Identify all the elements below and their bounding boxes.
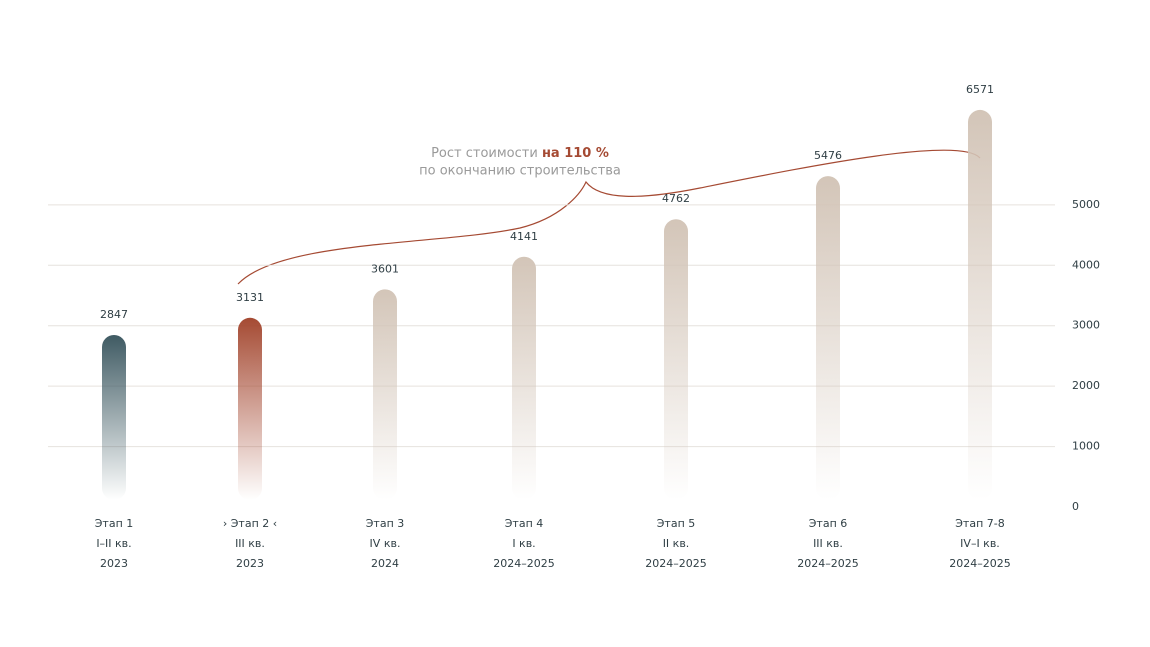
- y-tick-label: 4000: [1072, 258, 1100, 271]
- bar: [512, 256, 536, 500]
- x-tick-label: Этап 5: [657, 517, 696, 530]
- value-label: 4762: [662, 192, 690, 205]
- annotation: Рост стоимости на 110 %: [431, 146, 609, 161]
- x-quarter-label: I–II кв.: [96, 537, 131, 550]
- x-quarter-label: IV кв.: [370, 537, 401, 550]
- value-label: 3131: [236, 291, 264, 304]
- x-quarter-label: IV–I кв.: [960, 537, 1000, 550]
- bar: [816, 176, 840, 500]
- bar: [664, 219, 688, 500]
- y-tick-label: 3000: [1072, 319, 1100, 332]
- annotation-text: Рост стоимости: [431, 146, 538, 161]
- x-tick-label: Этап 1: [95, 517, 134, 530]
- bar: [373, 289, 397, 500]
- x-quarter-label: II кв.: [663, 537, 690, 550]
- value-label: 2847: [100, 308, 128, 321]
- x-tick-label: Этап 7-8: [955, 517, 1004, 530]
- x-year-label: 2024–2025: [797, 557, 859, 570]
- x-year-label: 2023: [100, 557, 128, 570]
- x-tick-label: Этап 4: [505, 517, 544, 530]
- bar: [102, 334, 126, 500]
- bar: [238, 317, 262, 500]
- y-tick-label: 0: [1072, 500, 1079, 513]
- growth-brace: [237, 149, 981, 285]
- y-tick-label: 5000: [1072, 198, 1100, 211]
- x-quarter-label: III кв.: [813, 537, 843, 550]
- x-tick-label: › Этап 2 ‹: [223, 517, 277, 530]
- x-year-label: 2023: [236, 557, 264, 570]
- x-quarter-label: III кв.: [235, 537, 265, 550]
- annotation-highlight: на 110 %: [542, 146, 609, 161]
- value-label: 3601: [371, 262, 399, 275]
- bar: [968, 109, 992, 500]
- y-tick-label: 1000: [1072, 440, 1100, 453]
- annotation-line2: по окончанию строительства: [419, 164, 621, 179]
- x-quarter-label: I кв.: [512, 537, 535, 550]
- value-label: 5476: [814, 149, 842, 162]
- value-label: 4141: [510, 230, 538, 243]
- x-tick-label: Этап 6: [809, 517, 848, 530]
- y-tick-label: 2000: [1072, 379, 1100, 392]
- x-year-label: 2024–2025: [493, 557, 555, 570]
- x-tick-label: Этап 3: [366, 517, 405, 530]
- x-year-label: 2024–2025: [949, 557, 1011, 570]
- x-year-label: 2024–2025: [645, 557, 707, 570]
- x-year-label: 2024: [371, 557, 399, 570]
- value-label: 6571: [966, 83, 994, 96]
